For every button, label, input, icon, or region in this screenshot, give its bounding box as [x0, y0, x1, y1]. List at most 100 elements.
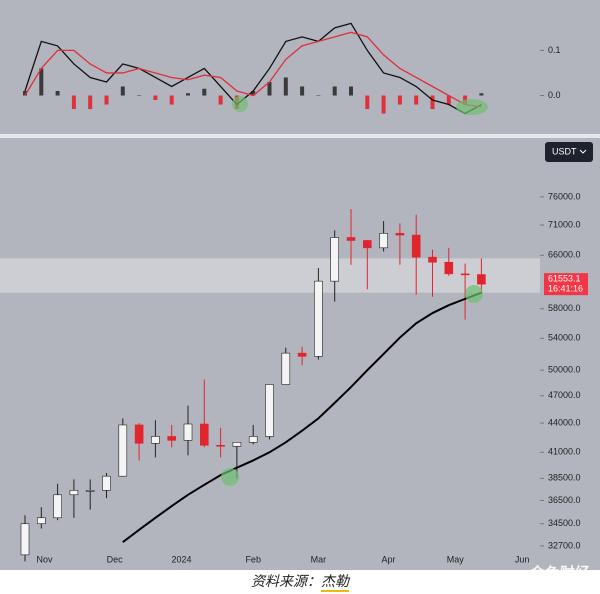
- candle-body: [200, 423, 209, 446]
- histogram-bar: [251, 91, 256, 96]
- candle-body: [151, 436, 160, 444]
- candle-body: [362, 240, 372, 249]
- highlight: [232, 96, 248, 112]
- y-tick-label: 47000.0: [548, 390, 581, 400]
- candle-body: [232, 442, 242, 447]
- histogram-bar: [316, 95, 321, 97]
- y-tick-label: 44000.0: [548, 417, 581, 427]
- x-tick-label: Nov: [37, 554, 54, 564]
- candle-body: [281, 352, 291, 385]
- moving-average: [122, 291, 482, 543]
- histogram-bar: [414, 95, 419, 105]
- histogram-bar: [365, 95, 370, 110]
- candle-body: [314, 280, 323, 357]
- candle-body: [102, 475, 111, 491]
- currency-label: USDT: [552, 146, 577, 156]
- highlight: [221, 468, 239, 486]
- candle-body: [411, 234, 421, 258]
- histogram-bar: [120, 86, 125, 96]
- candle-body: [216, 444, 225, 447]
- caption: 资料来源：杰勒: [0, 571, 600, 592]
- candle-body: [379, 232, 388, 249]
- y-tick-label: 0.0: [548, 90, 561, 100]
- currency-button[interactable]: [545, 142, 593, 162]
- candle-body: [346, 237, 356, 241]
- y-tick-label: 76000.0: [548, 191, 581, 201]
- histogram-bar: [104, 95, 109, 105]
- source-label: 资料来源：: [251, 574, 321, 590]
- histogram-bar: [186, 93, 190, 96]
- histogram-bar: [153, 95, 158, 101]
- histogram-bar: [169, 95, 174, 105]
- highlight: [465, 285, 483, 303]
- candle-body: [36, 517, 46, 525]
- countdown-label: 16:41:16: [548, 284, 583, 294]
- histogram-bar: [39, 68, 44, 96]
- histogram-bar: [479, 93, 484, 96]
- histogram-bar: [283, 77, 288, 96]
- histogram-bar: [71, 95, 76, 110]
- candle-body: [183, 423, 193, 441]
- x-tick-label: May: [447, 554, 465, 564]
- divider: [0, 134, 600, 138]
- y-tick-label: 50000.0: [548, 365, 581, 375]
- x-tick-label: 2024: [171, 554, 191, 564]
- candle-body: [444, 261, 454, 275]
- histogram-bar: [202, 88, 207, 96]
- highlight: [456, 99, 488, 115]
- macd-panel: [0, 0, 600, 134]
- histogram-bar: [300, 86, 305, 96]
- histogram-bar: [397, 95, 402, 105]
- candle-body: [330, 237, 340, 282]
- x-tick-label: Jun: [515, 554, 530, 564]
- candle-body: [167, 436, 176, 441]
- candle-body: [460, 273, 470, 276]
- resistance-band: [0, 258, 540, 293]
- y-tick-label: 0.1: [548, 45, 561, 55]
- histogram-bar: [332, 86, 337, 96]
- macd-line: [24, 22, 482, 115]
- candle-body: [248, 436, 258, 443]
- x-tick-label: Dec: [107, 554, 124, 564]
- candle-body: [265, 384, 274, 437]
- price-tag-label: 61553.1: [548, 274, 581, 284]
- histogram-bar: [23, 91, 27, 96]
- candle-body: [134, 424, 144, 444]
- histogram-bar: [88, 95, 93, 110]
- y-tick-label: 71000.0: [548, 219, 581, 229]
- candle-body: [53, 494, 62, 519]
- y-tick-label: 34500.0: [548, 518, 581, 528]
- x-tick-label: Apr: [381, 554, 395, 564]
- y-tick-label: 66000.0: [548, 250, 581, 260]
- y-tick-label: 38500.0: [548, 473, 581, 483]
- histogram-bar: [267, 81, 272, 96]
- price-tag: [544, 273, 588, 296]
- x-tick-label: Feb: [245, 554, 261, 564]
- candle-body: [297, 352, 307, 357]
- author: 杰勒: [321, 574, 349, 592]
- watermark: 金色财经: [529, 564, 590, 582]
- histogram-bar: [381, 95, 386, 114]
- x-tick-label: Mar: [311, 554, 327, 564]
- candle-body: [477, 274, 486, 285]
- histogram-bar: [430, 95, 435, 110]
- candle-body: [118, 424, 128, 477]
- chart: 0.1 0.0 76000.0 71000.0 66000.0 58000.0 54000.…: [0, 0, 600, 570]
- histogram-bar: [349, 86, 353, 96]
- y-tick-label: 36500.0: [548, 495, 581, 505]
- macd-line: [24, 31, 482, 108]
- histogram-bar: [55, 91, 60, 96]
- candle-body: [69, 490, 79, 496]
- candle-body: [428, 256, 437, 263]
- y-tick-label: 32700.0: [548, 540, 581, 550]
- candle-body: [395, 232, 405, 236]
- histogram-bar: [137, 95, 142, 97]
- candle-body: [20, 523, 30, 556]
- y-tick-label: 54000.0: [548, 333, 581, 343]
- candle-body: [85, 490, 95, 492]
- histogram-bar: [218, 95, 223, 105]
- y-tick-label: 41000.0: [548, 447, 581, 457]
- y-tick-label: 58000.0: [548, 303, 581, 313]
- histogram-bar: [446, 95, 451, 105]
